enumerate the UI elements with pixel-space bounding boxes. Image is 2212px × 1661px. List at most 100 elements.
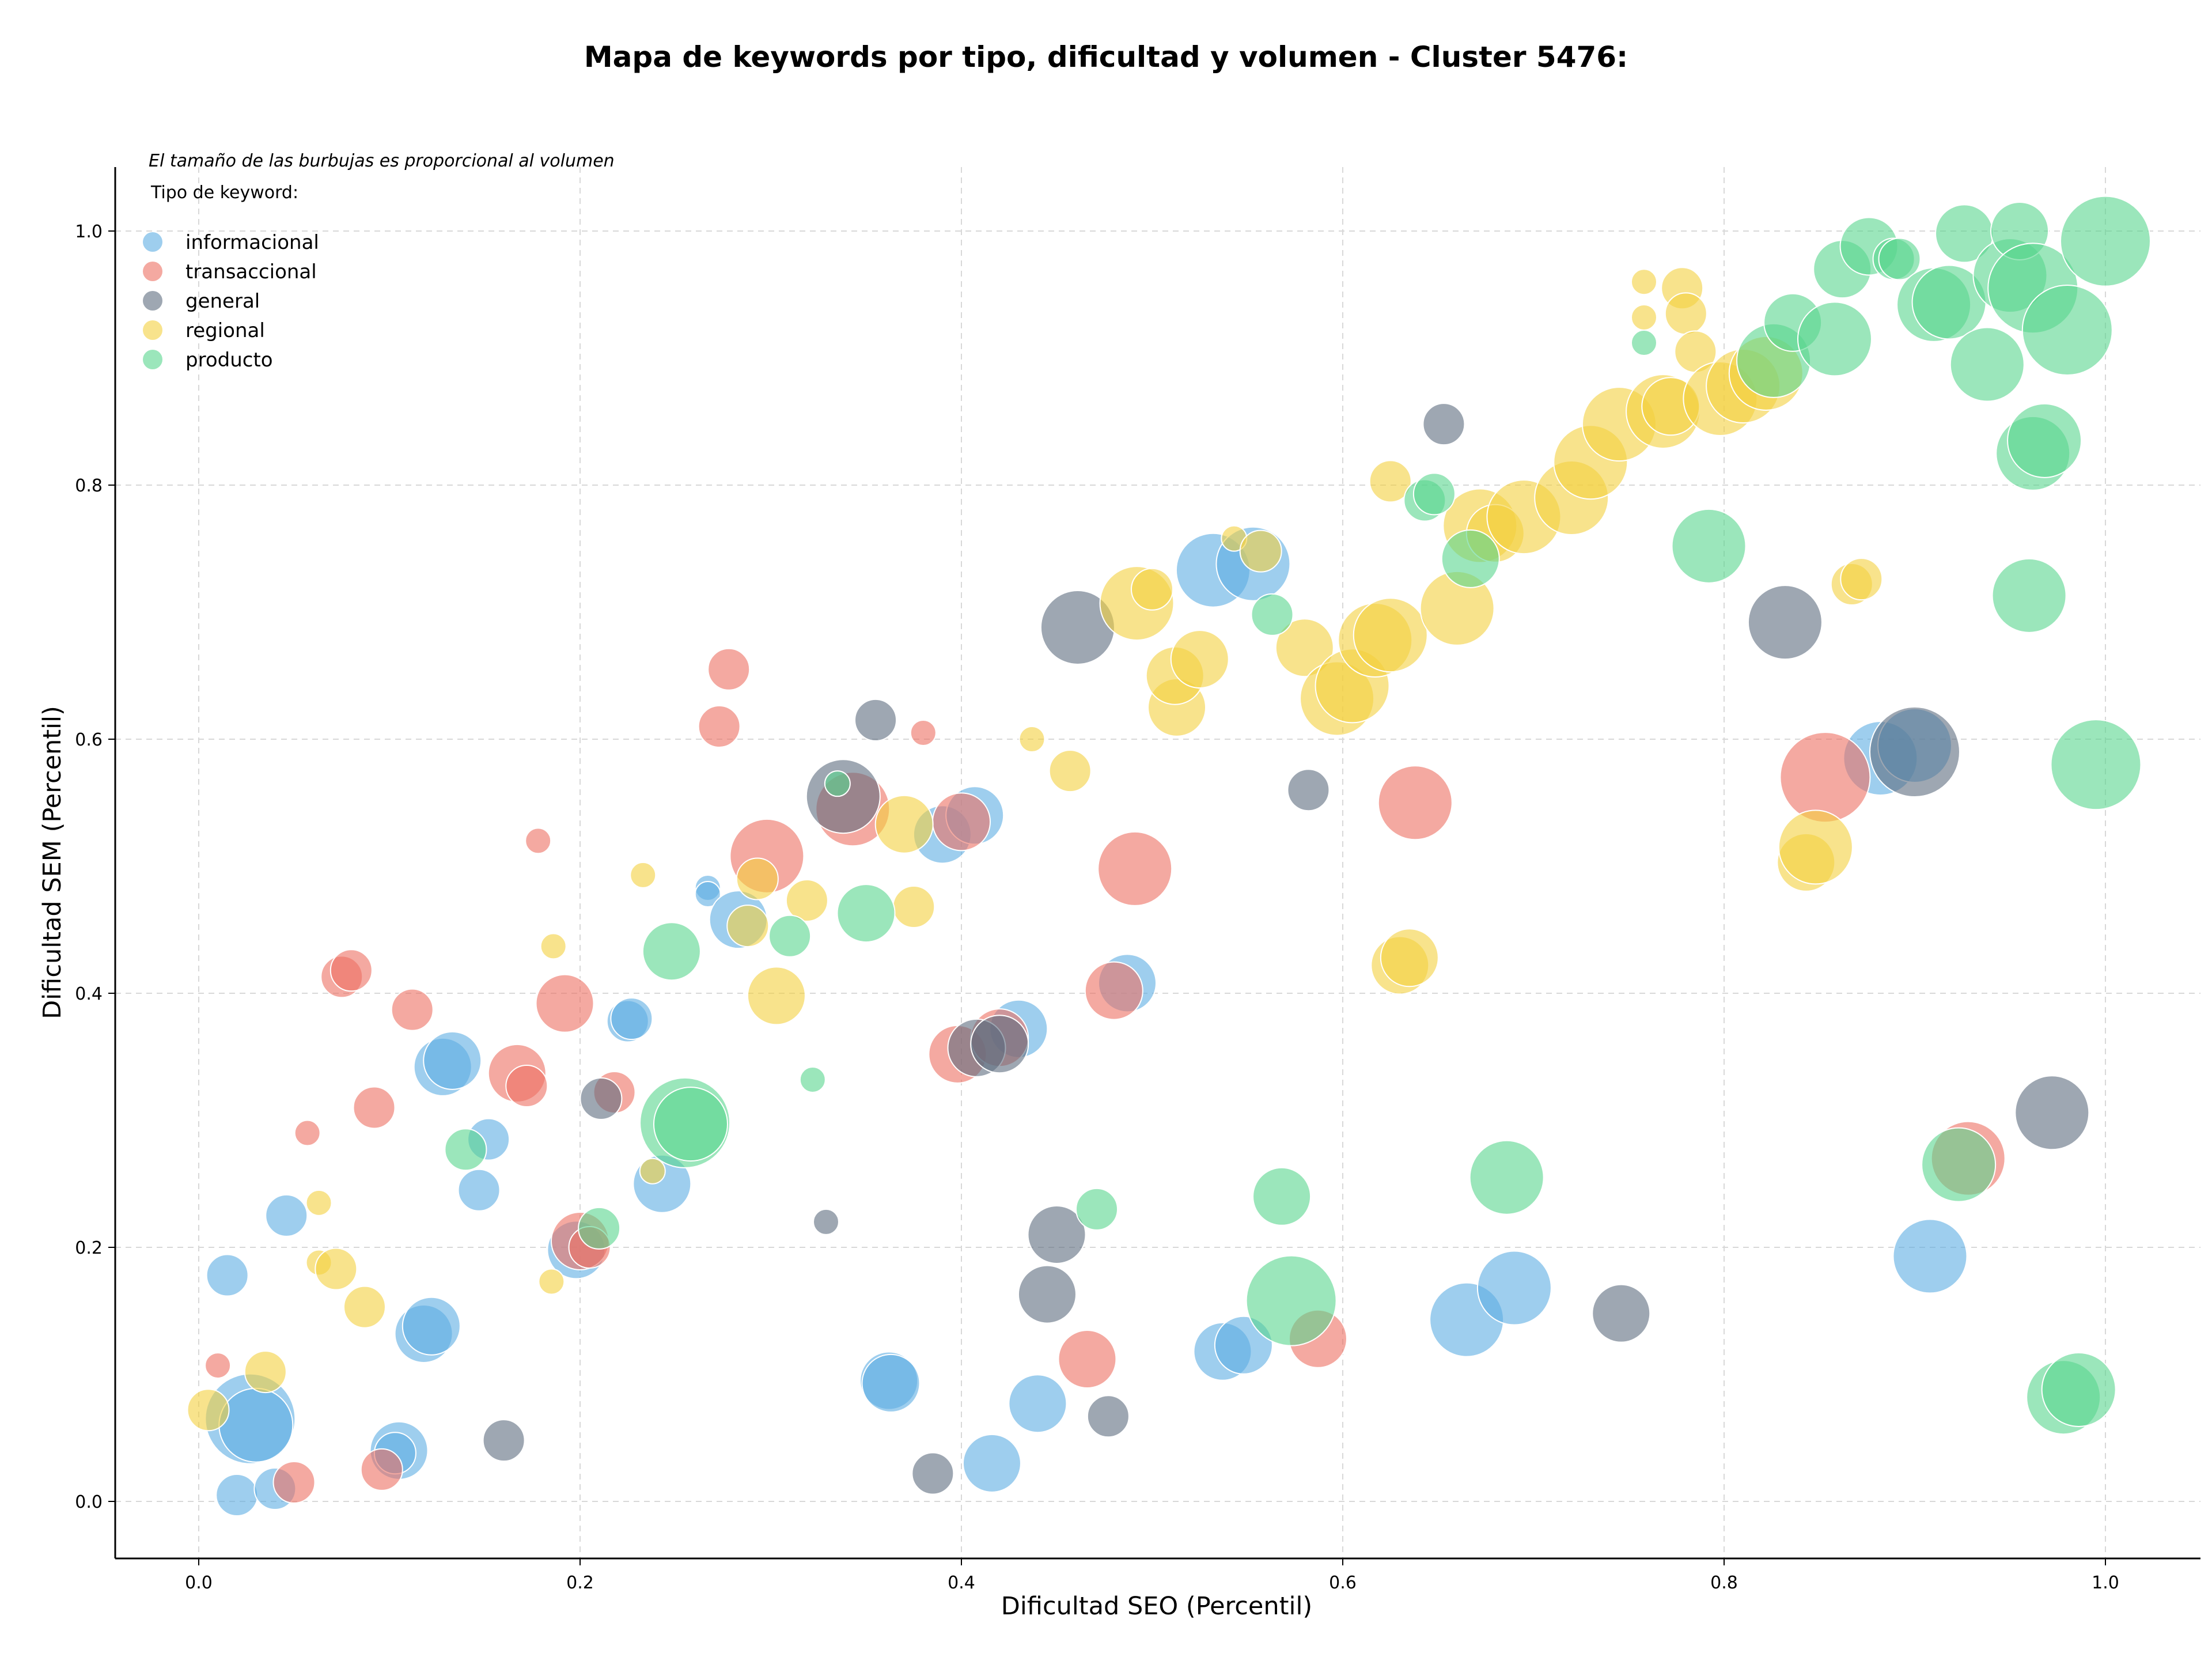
y-tick-label: 0.6: [75, 730, 103, 750]
bubble-producto: [1991, 558, 2067, 633]
bubble-informacional: [206, 1254, 249, 1297]
bubble-producto: [642, 922, 701, 981]
y-axis-label: Dificultad SEM (Percentil): [38, 706, 67, 1019]
legend-label-transaccional: transaccional: [185, 260, 317, 283]
bubble-general: [1422, 403, 1465, 446]
bubble-transaccional: [525, 827, 552, 854]
bubble-general: [970, 1015, 1029, 1074]
bubble-regional: [1369, 460, 1412, 503]
bubble-informacional: [1892, 1219, 1968, 1294]
bubble-transaccional: [1779, 732, 1871, 823]
x-axis-label: Dificultad SEO (Percentil): [1001, 1592, 1312, 1621]
bubble-regional: [1239, 529, 1282, 573]
bubble-regional: [1170, 630, 1229, 689]
bubble-general: [1027, 1205, 1086, 1264]
bubble-transaccional: [1097, 831, 1173, 906]
y-tick-label: 0.2: [75, 1238, 103, 1258]
bubble-general: [911, 1452, 955, 1495]
bubble-producto: [1878, 237, 1921, 281]
bubble-regional: [1018, 726, 1046, 752]
bubble-regional: [726, 905, 770, 948]
bubble-general: [1086, 1395, 1130, 1438]
bubble-producto: [1412, 472, 1456, 516]
series-informacional: [204, 526, 1968, 1516]
bubble-producto: [653, 1087, 728, 1162]
bubble-informacional: [423, 1031, 482, 1090]
bubble-regional: [1778, 809, 1853, 885]
bubble-regional: [1275, 618, 1334, 678]
series-regional: [187, 267, 1883, 1432]
bubble-general: [1747, 585, 1823, 660]
x-tick-label: 0.6: [1329, 1573, 1357, 1593]
bubble-informacional: [218, 1387, 294, 1463]
legend-label-general: general: [185, 290, 260, 313]
bubble-general: [805, 759, 881, 834]
legend-title: Tipo de keyword:: [150, 183, 298, 203]
legend: informacional transaccional general regiona…: [143, 231, 319, 372]
bubble-transaccional: [698, 705, 741, 748]
bubble-regional: [315, 1247, 358, 1291]
bubble-producto: [578, 1206, 621, 1250]
bubble-regional: [1630, 268, 1657, 296]
legend-marker-general: [143, 291, 162, 311]
bubble-regional: [892, 886, 935, 929]
y-tick-label: 0.4: [75, 984, 103, 1004]
bubble-general: [1869, 706, 1960, 798]
bubble-producto: [768, 914, 812, 958]
bubble-producto: [2007, 403, 2082, 478]
bubble-regional: [305, 1189, 332, 1216]
bubble-transaccional: [535, 974, 594, 1033]
bubble-regional: [1048, 750, 1092, 793]
legend-marker-informacional: [143, 232, 162, 252]
bubble-regional: [538, 1268, 565, 1295]
bubble-informacional: [1008, 1374, 1067, 1433]
y-ticks: 0.0 0.2 0.4 0.6 0.8 1.0: [75, 222, 115, 1512]
bubble-producto: [836, 884, 896, 943]
bubble-informacional: [861, 1353, 921, 1413]
bubble-producto: [444, 1128, 487, 1171]
bubble-informacional: [457, 1168, 501, 1212]
bubble-regional: [1131, 567, 1173, 611]
grid-lines: [115, 167, 2200, 1558]
x-tick-label: 0.0: [185, 1573, 213, 1593]
bubble-transaccional: [329, 949, 373, 992]
series-general: [482, 403, 2090, 1495]
bubble-regional: [1664, 292, 1707, 335]
legend-label-informacional: informacional: [185, 231, 319, 254]
bubble-regional: [639, 1157, 666, 1185]
x-tick-label: 0.4: [948, 1573, 975, 1593]
bubble-producto: [1797, 301, 1872, 377]
series-producto: [444, 195, 2151, 1435]
bubble-general: [854, 698, 897, 741]
bubble-transaccional: [1377, 765, 1453, 841]
bubble-general: [2014, 1075, 2090, 1151]
bubble-producto: [2041, 1352, 2116, 1427]
bubble-general: [812, 1208, 839, 1235]
bubble-general: [482, 1419, 525, 1462]
bubble-regional: [736, 857, 779, 901]
x-ticks: 0.0 0.2 0.4 0.6 0.8 1.0: [185, 1558, 2119, 1593]
bubble-transaccional: [910, 719, 937, 746]
bubble-informacional: [402, 1296, 461, 1356]
bubble-transaccional: [1084, 961, 1143, 1020]
bubble-informacional: [610, 997, 653, 1041]
bubble-regional: [630, 861, 657, 888]
bubble-regional: [1840, 558, 1883, 601]
bubble-regional: [1630, 304, 1657, 331]
bubble-general: [1592, 1284, 1651, 1343]
bubble-producto: [1251, 593, 1294, 636]
bubble-transaccional: [1058, 1330, 1117, 1389]
bubble-informacional: [215, 1473, 259, 1516]
legend-marker-transaccional: [143, 262, 162, 281]
bubble-producto: [1671, 508, 1747, 584]
bubble-producto: [1252, 1167, 1312, 1226]
bubble-regional: [785, 879, 828, 922]
bubble-transaccional: [353, 1086, 396, 1129]
bubble-informacional: [1476, 1250, 1552, 1326]
legend-marker-producto: [143, 350, 162, 369]
bubble-producto: [2021, 284, 2113, 376]
bubble-transaccional: [204, 1352, 232, 1379]
bubble-transaccional: [360, 1448, 403, 1491]
bubble-regional: [1380, 928, 1439, 987]
